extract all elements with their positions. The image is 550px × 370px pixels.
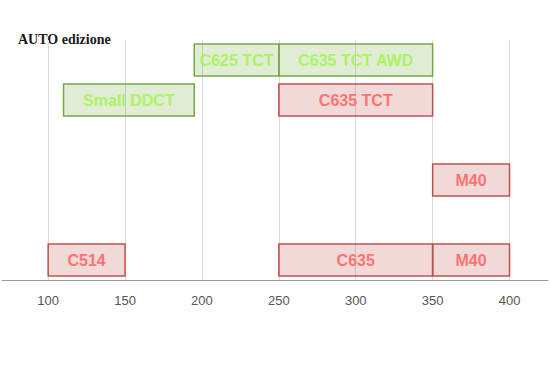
svg-text:400: 400: [499, 293, 521, 308]
svg-text:150: 150: [114, 293, 136, 308]
svg-text:C635: C635: [337, 252, 375, 269]
svg-text:M40: M40: [456, 252, 487, 269]
svg-text:C635 TCT AWD: C635 TCT AWD: [298, 52, 413, 69]
svg-text:AUTO edizione: AUTO edizione: [18, 32, 111, 47]
svg-text:200: 200: [191, 293, 213, 308]
svg-text:C514: C514: [67, 252, 105, 269]
svg-text:Small DDCT: Small DDCT: [83, 92, 175, 109]
svg-text:C625 TCT: C625 TCT: [200, 52, 274, 69]
svg-text:300: 300: [345, 293, 367, 308]
svg-text:250: 250: [268, 293, 290, 308]
svg-text:100: 100: [37, 293, 59, 308]
svg-text:M40: M40: [456, 172, 487, 189]
svg-text:350: 350: [422, 293, 444, 308]
svg-text:C635 TCT: C635 TCT: [319, 92, 393, 109]
